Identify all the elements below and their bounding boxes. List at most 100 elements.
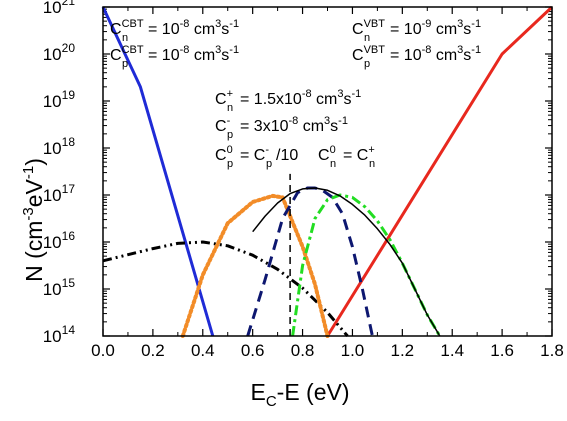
- anno-cn-plus-unit2-sup: -1: [352, 88, 362, 100]
- anno-cn-zero-sup: 0: [330, 144, 336, 156]
- anno-cp-zero-mid: = C: [240, 147, 265, 164]
- series-line-5: [246, 186, 374, 337]
- y-tick-label: 1021: [43, 0, 76, 17]
- anno-cn-vbt-sub: n: [364, 32, 370, 44]
- anno-cp-vbt-unit2: s: [463, 47, 471, 64]
- anno-cp-cbt-rest-sup: -8: [180, 44, 190, 56]
- y-axis-title-main: N (cm: [21, 221, 47, 282]
- anno-cp-minus-unit: cm: [298, 118, 324, 135]
- anno-cp-vbt-base: C: [352, 47, 364, 64]
- y-axis-title-sup1: -3: [20, 207, 37, 220]
- anno-cp-cbt-unit-sup: 3: [215, 44, 221, 56]
- x-axis-title-rest: -E (eV): [277, 379, 350, 405]
- anno-cn-plus-unit2: s: [344, 91, 352, 108]
- x-tick-labels: 0.0 0.2 0.4 0.6 0.8 1.0 1.2 1.4 1.6 1.8: [91, 341, 564, 360]
- anno-cn-plus-unit-sup: 3: [337, 88, 343, 100]
- anno-cp-vbt-unit: cm: [431, 47, 457, 64]
- annotation-cp-cbt: CCBT p = 10-8 cm3s-1: [110, 44, 239, 70]
- annotation-cp-minus: C- p = 3x10-8 cm3s-1: [215, 115, 348, 141]
- anno-cp-cbt-rest: = 10: [148, 47, 180, 64]
- anno-cp-minus-sub: p: [227, 129, 233, 141]
- series-line-4: [180, 193, 330, 338]
- anno-cn-cbt-sub: n: [122, 32, 128, 44]
- anno-cn-cbt-unit2-sup: -1: [229, 18, 239, 30]
- anno-cp-cbt-sup: CBT: [122, 44, 144, 56]
- x-tick-label: 1.0: [341, 341, 365, 360]
- anno-cn-vbt-unit-sup: 3: [457, 18, 463, 30]
- annotation-cp-zero: C0 p = C-p/10: [215, 144, 298, 170]
- plot-frame: [102, 6, 553, 337]
- anno-cn-cbt-unit: cm: [189, 21, 215, 38]
- series-line-1: [101, 6, 215, 337]
- x-tick-label: 0.4: [191, 341, 215, 360]
- anno-cp-zero-sub: p: [227, 158, 233, 170]
- anno-cp-cbt-unit: cm: [189, 47, 215, 64]
- annotation-cn-cbt: CCBT n = 10-8 cm3s-1: [110, 18, 239, 44]
- anno-cp-zero-base: C: [215, 147, 227, 164]
- anno-cn-vbt-unit2-sup: -1: [471, 18, 481, 30]
- anno-cp-minus-unit2-sup: -1: [338, 115, 348, 127]
- annotation-cn-vbt: CVBT n = 10-9 cm3s-1: [352, 18, 481, 44]
- anno-cp-zero-sup: 0: [227, 144, 233, 156]
- anno-cn-cbt-rest: = 10: [148, 21, 180, 38]
- x-tick-label: 1.6: [490, 341, 514, 360]
- anno-cp-cbt-base: C: [110, 47, 122, 64]
- series-line-3: [102, 240, 349, 337]
- anno-cp-minus-unit2: s: [330, 118, 338, 135]
- x-tick-label: 0.6: [241, 341, 265, 360]
- anno-cn-vbt-rest: = 10: [390, 21, 422, 38]
- anno-cp-cbt-unit2-sup: -1: [229, 44, 239, 56]
- anno-cp-minus-base: C: [215, 118, 227, 135]
- y-tick-label: 1015: [43, 276, 76, 299]
- anno-cn-vbt-unit2: s: [463, 21, 471, 38]
- anno-cn-plus-sup: +: [227, 88, 233, 100]
- anno-cp-vbt-sub: p: [364, 58, 370, 70]
- anno-cn-zero-sub: n: [330, 158, 336, 170]
- annotation-cn-plus: C+ n = 1.5x10-8 cm3s-1: [215, 88, 361, 114]
- x-tick-label: 0.2: [141, 341, 165, 360]
- x-tick-label: 0.8: [291, 341, 315, 360]
- anno-cp-minus-sup: -: [227, 115, 231, 127]
- anno-cn-zero-mid-sup: +: [368, 144, 374, 156]
- anno-cn-cbt-unit-sup: 3: [215, 18, 221, 30]
- y-tick-label: 1017: [43, 182, 76, 205]
- anno-cn-vbt-base: C: [352, 21, 364, 38]
- y-tick-label: 1018: [43, 135, 76, 158]
- series-line-2: [326, 5, 554, 337]
- x-tick-label: 1.8: [540, 341, 564, 360]
- anno-cn-vbt-sup: VBT: [364, 18, 386, 30]
- anno-cp-vbt-unit-sup: 3: [457, 44, 463, 56]
- anno-cp-vbt-sup: VBT: [364, 44, 386, 56]
- y-tick-label: 1016: [43, 229, 76, 252]
- anno-cn-zero-base: C: [318, 147, 330, 164]
- anno-cn-cbt-sup: CBT: [122, 18, 144, 30]
- anno-cp-zero-tail: /10: [276, 147, 298, 164]
- anno-cn-cbt-base: C: [110, 21, 122, 38]
- y-tick-label: 1019: [43, 88, 76, 111]
- x-tick-label: 1.4: [440, 341, 464, 360]
- anno-cp-vbt-rest: = 10: [390, 47, 422, 64]
- y-tick-labels: 1014 1015 1016 1017 1018 1019 1020 1021: [43, 0, 76, 346]
- x-axis-title-sub: C: [266, 393, 277, 410]
- anno-cn-cbt-unit2: s: [221, 21, 229, 38]
- anno-cn-vbt-unit: cm: [431, 21, 457, 38]
- x-tick-label: 0.0: [91, 341, 115, 360]
- anno-cn-cbt-rest-sup: -8: [180, 18, 190, 30]
- x-axis-title: EC-E (eV): [250, 379, 349, 410]
- anno-cp-vbt-rest-sup: -8: [422, 44, 432, 56]
- anno-cn-zero-mid: = C: [343, 147, 368, 164]
- y-tick-label: 1014: [43, 323, 76, 346]
- y-axis-title-mid: eV: [21, 178, 47, 207]
- y-axis-title: N (cm-3eV-1): [20, 158, 47, 282]
- anno-cp-minus-unit-sup: 3: [324, 115, 330, 127]
- anno-cp-vbt-unit2-sup: -1: [471, 44, 481, 56]
- anno-cp-minus-rest: = 3x10: [240, 118, 289, 135]
- annotation-cn-zero: C0 n = C+ n: [318, 144, 375, 170]
- anno-cn-zero-mid-sub: n: [369, 158, 375, 170]
- anno-cn-plus-unit: cm: [312, 91, 338, 108]
- y-axis-title-sup2: -1: [20, 166, 37, 179]
- anno-cp-zero-mid-sub: p: [266, 158, 272, 170]
- series-line-7: [252, 187, 441, 337]
